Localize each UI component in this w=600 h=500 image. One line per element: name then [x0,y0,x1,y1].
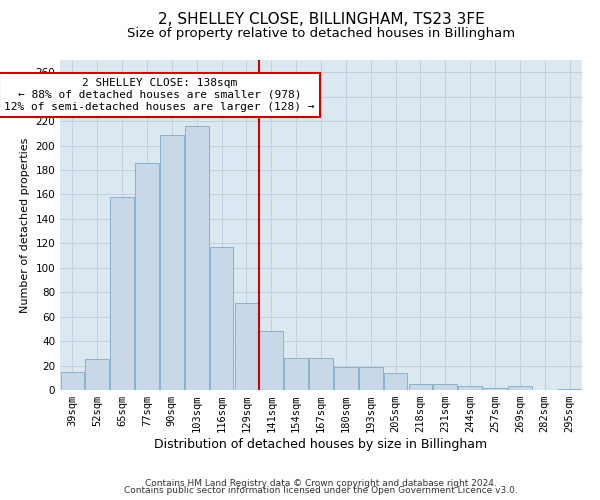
Bar [210,247,233,390]
Bar [433,384,457,390]
Bar [110,197,134,390]
Bar [483,388,507,390]
Bar [558,389,581,390]
Bar [334,367,358,390]
Bar [160,134,184,390]
Bar [458,386,482,390]
Bar [85,360,109,390]
Bar [309,358,333,390]
Bar [409,384,432,390]
Bar [135,162,159,390]
Text: 2, SHELLEY CLOSE, BILLINGHAM, TS23 3FE: 2, SHELLEY CLOSE, BILLINGHAM, TS23 3FE [158,12,484,28]
Bar [235,303,258,390]
Text: Contains public sector information licensed under the Open Government Licence v3: Contains public sector information licen… [124,486,518,495]
X-axis label: Distribution of detached houses by size in Billingham: Distribution of detached houses by size … [154,438,488,451]
Y-axis label: Number of detached properties: Number of detached properties [20,138,30,312]
Text: Size of property relative to detached houses in Billingham: Size of property relative to detached ho… [127,28,515,40]
Bar [508,386,532,390]
Bar [259,332,283,390]
Bar [284,358,308,390]
Text: 2 SHELLEY CLOSE: 138sqm
← 88% of detached houses are smaller (978)
12% of semi-d: 2 SHELLEY CLOSE: 138sqm ← 88% of detache… [4,78,314,112]
Bar [61,372,84,390]
Bar [359,367,383,390]
Bar [384,373,407,390]
Bar [185,126,209,390]
Text: Contains HM Land Registry data © Crown copyright and database right 2024.: Contains HM Land Registry data © Crown c… [145,478,497,488]
